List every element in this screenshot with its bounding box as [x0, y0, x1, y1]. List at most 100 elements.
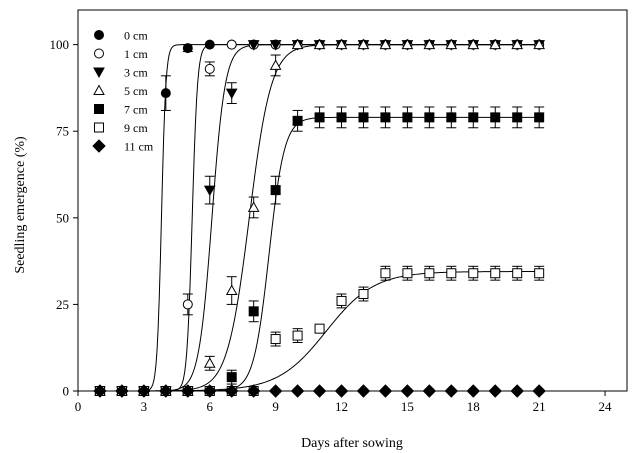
x-tick-label: 18 — [467, 399, 480, 414]
data-point — [115, 384, 129, 398]
fit-curves — [143, 44, 540, 392]
data-point — [424, 112, 435, 123]
data-point — [510, 384, 524, 398]
y-tick-label: 0 — [63, 384, 70, 399]
data-point — [247, 40, 260, 51]
fit-curve — [143, 44, 540, 392]
legend-label: 1 cm — [124, 47, 148, 61]
legend-label: 9 cm — [124, 121, 148, 135]
data-point — [357, 38, 370, 50]
fit-curve — [143, 44, 540, 392]
data-point — [269, 59, 282, 70]
fit-curve — [143, 271, 540, 392]
data-point — [225, 384, 239, 398]
data-points — [93, 38, 546, 398]
y-tick-label: 25 — [56, 297, 69, 312]
legend-marker — [92, 139, 106, 153]
data-point — [182, 299, 193, 310]
data-point — [160, 88, 171, 99]
data-point — [246, 384, 261, 398]
x-tick-label: 3 — [141, 399, 148, 414]
data-point — [226, 372, 237, 383]
data-point — [203, 357, 216, 368]
data-point — [490, 268, 501, 279]
data-point — [270, 334, 281, 345]
y-axis-label: Seedling emergence (%) — [13, 136, 28, 274]
x-tick-label: 12 — [335, 399, 348, 414]
data-point — [93, 384, 107, 398]
legend-marker — [93, 67, 105, 79]
data-point — [314, 112, 325, 123]
y-axis-ticks: 0 25 50 75 100 — [50, 37, 78, 399]
data-point — [225, 284, 238, 296]
x-axis-label: Days after sowing — [301, 436, 403, 451]
legend-label: 11 cm — [124, 140, 154, 154]
legend-marker — [94, 48, 104, 59]
legend-marker — [94, 104, 104, 114]
fit-curve — [143, 116, 540, 392]
x-tick-label: 0 — [75, 399, 82, 414]
plot-frame — [77, 9, 628, 392]
x-tick-label: 9 — [272, 399, 279, 414]
data-point — [488, 384, 502, 398]
y-tick-label: 50 — [56, 210, 69, 225]
data-point — [336, 112, 347, 123]
data-point — [534, 268, 545, 279]
data-point — [358, 289, 369, 300]
data-point — [424, 268, 435, 279]
data-point — [468, 268, 479, 279]
data-point — [402, 268, 413, 279]
data-point — [489, 38, 502, 50]
data-point — [247, 201, 260, 212]
data-point — [378, 384, 393, 398]
data-point — [380, 112, 391, 123]
legend-label: 0 cm — [124, 29, 148, 43]
legend-marker — [94, 30, 104, 40]
data-point — [181, 384, 195, 398]
fit-curve — [143, 44, 540, 392]
data-point — [446, 268, 457, 279]
data-point — [512, 268, 523, 279]
data-point — [380, 268, 391, 279]
y-tick-label: 100 — [50, 37, 70, 52]
x-axis-ticks: 0 3 6 9 12 15 18 21 24 — [75, 391, 612, 414]
plot-border — [77, 9, 628, 392]
legend-marker — [93, 84, 105, 95]
data-point — [468, 112, 479, 123]
data-point — [203, 185, 216, 197]
data-point — [356, 384, 371, 398]
legend-label: 5 cm — [124, 84, 148, 98]
error-bars — [160, 44, 545, 385]
x-tick-label: 24 — [599, 399, 613, 414]
data-point — [204, 39, 215, 50]
data-point — [402, 112, 413, 123]
data-point — [225, 88, 238, 100]
x-tick-label: 6 — [207, 399, 214, 414]
data-point — [159, 384, 173, 398]
data-point — [292, 330, 303, 341]
data-point — [533, 38, 546, 50]
data-point — [248, 306, 259, 317]
data-point — [314, 323, 325, 334]
y-tick-label: 75 — [56, 124, 69, 139]
data-point — [358, 112, 369, 123]
legend-label: 3 cm — [124, 66, 148, 80]
data-point — [401, 38, 414, 50]
x-tick-label: 15 — [401, 399, 414, 414]
legend-marker — [94, 122, 104, 133]
x-tick-label: 21 — [533, 399, 546, 414]
data-point — [422, 384, 437, 398]
data-point — [490, 112, 501, 123]
data-point — [290, 384, 305, 398]
fit-curve — [143, 44, 540, 392]
data-point — [270, 185, 281, 196]
data-point — [313, 38, 326, 50]
data-point — [182, 43, 193, 54]
data-point — [534, 112, 545, 123]
data-point — [467, 38, 480, 50]
data-point — [379, 38, 392, 50]
data-point — [446, 112, 457, 123]
data-point — [444, 384, 459, 398]
legend-label: 7 cm — [124, 103, 148, 117]
